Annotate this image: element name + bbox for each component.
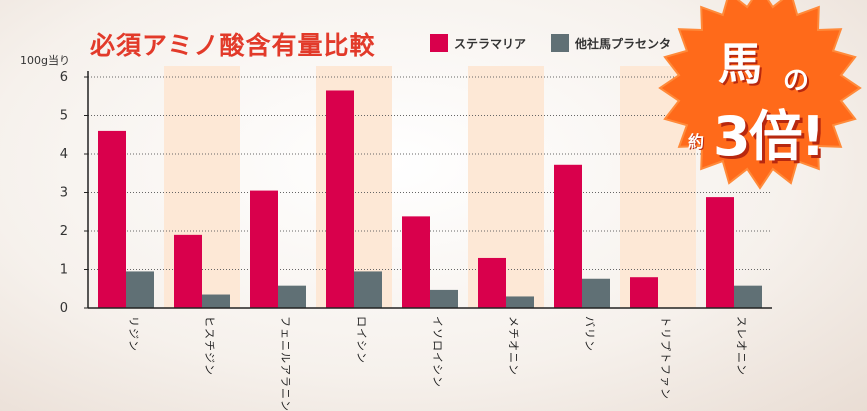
bar-stellamaria: [326, 90, 354, 308]
bar-stellamaria: [98, 130, 126, 308]
bars: [98, 90, 762, 308]
legend-swatch: [551, 34, 569, 52]
y-tick-label: 4: [60, 147, 68, 162]
bar-other-placenta: [202, 294, 230, 308]
starburst-shape: [658, 0, 862, 190]
legend-item-stellamaria: ステラマリア: [430, 34, 526, 52]
badge-text-horse: 馬: [718, 39, 762, 90]
bar-stellamaria: [250, 190, 278, 308]
x-tick-label: バリン: [583, 316, 596, 352]
y-tick-label: 6: [60, 70, 68, 85]
x-tick-label: ヒスチジン: [203, 316, 216, 376]
starburst-badge: [658, 0, 862, 190]
bar-other-placenta: [126, 271, 154, 308]
badge-text-approx: 約: [688, 132, 705, 151]
bar-other-placenta: [734, 285, 762, 308]
chart-title: 必須アミノ酸含有量比較: [90, 31, 376, 60]
x-tick-label: フェニルアラニン: [279, 316, 292, 411]
bar-stellamaria: [402, 216, 430, 308]
bar-other-placenta: [582, 278, 610, 308]
legend-label: ステラマリア: [454, 36, 527, 51]
bar-stellamaria: [706, 197, 734, 308]
badge-text-3x: 3倍!: [713, 105, 825, 168]
bar-other-placenta: [506, 296, 534, 308]
y-tick-label: 2: [60, 224, 68, 239]
bar-other-placenta: [354, 271, 382, 308]
bar-stellamaria: [554, 164, 582, 308]
tick-labels: 0 1 2 3 4 5 6 リジン ヒスチジン フェニルアラニン ロイシン イソロイシン メチオニン バリ…: [60, 70, 748, 411]
legend-item-other-horse-placenta: 他社馬プラセンタ: [551, 34, 671, 52]
legend-label: 他社馬プラセンタ: [575, 36, 672, 51]
x-tick-label: ロイシン: [355, 316, 368, 364]
y-tick-label: 1: [60, 263, 68, 278]
bar-stellamaria: [174, 234, 202, 308]
bar-stellamaria: [630, 277, 658, 308]
x-tick-label: トリプトファン: [659, 316, 672, 400]
badge-text-no: の: [783, 66, 810, 96]
x-tick-label: メチオニン: [507, 316, 520, 376]
x-tick-label: スレオニン: [735, 316, 748, 376]
bar-other-placenta: [278, 285, 306, 308]
x-tick-label: リジン: [127, 316, 140, 352]
bar-stellamaria: [478, 257, 506, 308]
legend-swatch: [430, 34, 448, 52]
y-axis-unit-label: 100g当り: [20, 54, 70, 67]
axes: [84, 71, 772, 309]
bar-other-placenta: [430, 289, 458, 308]
y-tick-label: 3: [60, 186, 68, 201]
x-tick-label: イソロイシン: [431, 316, 444, 388]
y-tick-label: 5: [60, 109, 68, 124]
y-tick-label: 0: [60, 301, 68, 316]
